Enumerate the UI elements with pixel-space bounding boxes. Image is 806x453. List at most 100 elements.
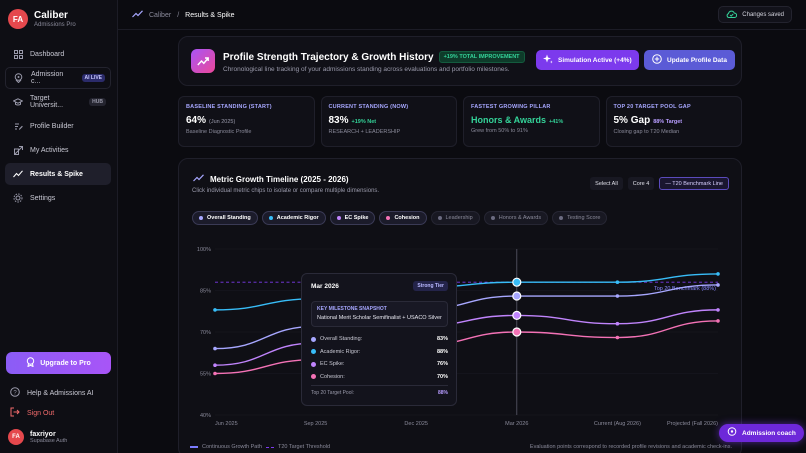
stat-sub: Closing gap to T20 Median [613, 129, 680, 135]
data-point [213, 308, 217, 312]
sidebar-item-my-activities[interactable]: My Activities [5, 139, 111, 161]
page-title: Profile Strength Trajectory & Growth His… [223, 51, 525, 63]
benchmark-label: Top 20 Benchmark (88%) [654, 286, 716, 292]
chip-label: EC Spike [344, 215, 369, 221]
admission-coach-button[interactable]: Admission coach [719, 424, 804, 442]
ai-live-badge: AI LIVE [81, 74, 105, 82]
changes-saved-status: Changes saved [718, 6, 792, 23]
sidebar-item-dashboard[interactable]: Dashboard [5, 43, 111, 65]
core-4-button[interactable]: Core 4 [627, 177, 655, 190]
sidebar-item-profile-builder[interactable]: Profile Builder [5, 115, 111, 137]
sidebar-item-label: Dashboard [30, 50, 65, 58]
chip-cohesion[interactable]: Cohesion [379, 211, 427, 225]
sidebar-item-label: Admission c... [30, 71, 64, 85]
chip-dot [199, 216, 203, 220]
data-point [213, 371, 217, 376]
breadcrumb-current: Results & Spike [185, 11, 235, 19]
chip-honors-awards[interactable]: Honors & Awards [483, 211, 549, 225]
metric-chips: Overall Standing Academic Rigor EC Spike… [192, 211, 608, 225]
row-dot [311, 336, 316, 342]
sidebar-item-label: My Activities [30, 146, 69, 154]
stat-number: 64% [186, 115, 207, 126]
chip-overall-standing[interactable]: Overall Standing [192, 211, 258, 225]
chip-testing-score[interactable]: Testing Score [552, 211, 608, 225]
chip-label: Cohesion [394, 215, 420, 221]
update-profile-button[interactable]: Update Profile Data [644, 50, 735, 70]
row-label: EC Spike: [320, 361, 345, 368]
row-value: 76% [436, 361, 448, 368]
sparkle-icon [543, 54, 553, 66]
sidebar-item-results-spike[interactable]: Results & Spike [5, 163, 111, 185]
row-dot [311, 349, 316, 355]
activity-icon [13, 145, 23, 155]
breadcrumb-root[interactable]: Caliber [149, 11, 172, 19]
chip-ec-spike[interactable]: EC Spike [329, 211, 376, 225]
location-icon [14, 73, 24, 83]
row-label: Overall Standing: [320, 336, 363, 343]
stat-number: Honors & Awards [471, 115, 547, 125]
sidebar-item-label: Profile Builder [30, 122, 74, 130]
y-tick-label: 70% [200, 330, 211, 336]
upgrade-button[interactable]: Upgrade to Pro [6, 352, 111, 374]
sidebar-item-target-universities[interactable]: Target Universit... HUB [5, 91, 111, 113]
stat-sub: Baseline Diagnostic Profile [186, 129, 252, 135]
update-profile-label: Update Profile Data [667, 56, 727, 64]
sidebar-item-label: Results & Spike [30, 170, 83, 178]
legend-label: Continuous Growth Path [202, 444, 262, 450]
chip-academic-rigor[interactable]: Academic Rigor [261, 211, 326, 225]
row-value: 88% [436, 348, 448, 355]
hub-badge: HUB [89, 98, 106, 106]
highlight-point [512, 277, 522, 287]
benchmark-toggle[interactable]: — T20 Benchmark Line [659, 177, 729, 190]
simulation-button[interactable]: Simulation Active (+4%) [536, 50, 639, 70]
chip-label: Leadership [445, 215, 473, 221]
user-profile[interactable]: FA faxriyor Supabase Auth [8, 429, 67, 445]
row-value: 70% [436, 373, 448, 380]
stat-baseline: BASELINE STANDING (START) 64% (Jun 2025)… [178, 96, 315, 147]
user-auth: Supabase Auth [30, 437, 68, 444]
help-label: Help & Admissions AI [27, 389, 94, 397]
stat-tag: (Jun 2025) [209, 119, 236, 125]
avatar: FA [8, 429, 24, 445]
y-tick-label: 100% [197, 247, 211, 253]
data-point [716, 308, 720, 312]
data-point [615, 321, 620, 326]
select-all-button[interactable]: Select All [590, 177, 623, 190]
highlight-point [512, 310, 522, 320]
legend-swatch [266, 446, 274, 448]
brand-subtitle: Admissions Pro [34, 22, 76, 28]
brand[interactable]: FA Caliber Admissions Pro [8, 9, 76, 29]
tooltip-row: Overall Standing: 83% [311, 333, 448, 346]
chip-leadership[interactable]: Leadership [430, 211, 480, 225]
sidebar-item-admission-coach[interactable]: Admission c... AI LIVE [5, 67, 111, 89]
x-tick-label: Dec 2025 [404, 421, 428, 427]
help-link[interactable]: ? Help & Admissions AI [10, 387, 94, 399]
x-tick-label: Current (Aug 2026) [594, 421, 641, 427]
legend-growth-path: Continuous Growth Path [190, 444, 262, 450]
tooltip-rows: Overall Standing: 83% Academic Rigor: 88% … [311, 333, 448, 396]
data-point [615, 280, 620, 284]
data-point [716, 283, 720, 287]
stat-sub: RESEARCH + LEADERSHIP [328, 129, 401, 135]
row-dot [311, 361, 316, 367]
page-header: Profile Strength Trajectory & Growth His… [178, 36, 742, 86]
timeline-subtitle: Click individual metric chips to isolate… [192, 188, 380, 194]
legend-t20-threshold: T20 Target Threshold [266, 444, 330, 450]
milestone-title: KEY MILESTONE SNAPSHOT [317, 306, 387, 312]
chip-label: Overall Standing [207, 215, 251, 221]
stat-label: CURRENT STANDING (NOW) [328, 104, 409, 110]
graduation-cap-icon [13, 97, 23, 107]
tooltip-row: EC Spike: 76% [311, 358, 448, 371]
stat-value: Honors & Awards +41% [471, 115, 592, 125]
stat-fastest-pillar: FASTEST GROWING PILLAR Honors & Awards +… [463, 96, 600, 147]
sign-out-link[interactable]: Sign Out [10, 407, 54, 419]
data-point [716, 319, 720, 323]
growth-line-chart[interactable]: 40% 55% 70% 85% 100% Jun 2025 Sep 2025 Dec 2025… [179, 159, 743, 453]
admission-coach-label: Admission coach [742, 429, 796, 437]
sidebar-item-settings[interactable]: Settings [5, 187, 111, 209]
legend-label: T20 Target Threshold [278, 444, 331, 450]
sign-out-label: Sign Out [27, 409, 55, 417]
sign-out-icon [10, 407, 20, 419]
row-label: Academic Rigor: [320, 348, 361, 355]
